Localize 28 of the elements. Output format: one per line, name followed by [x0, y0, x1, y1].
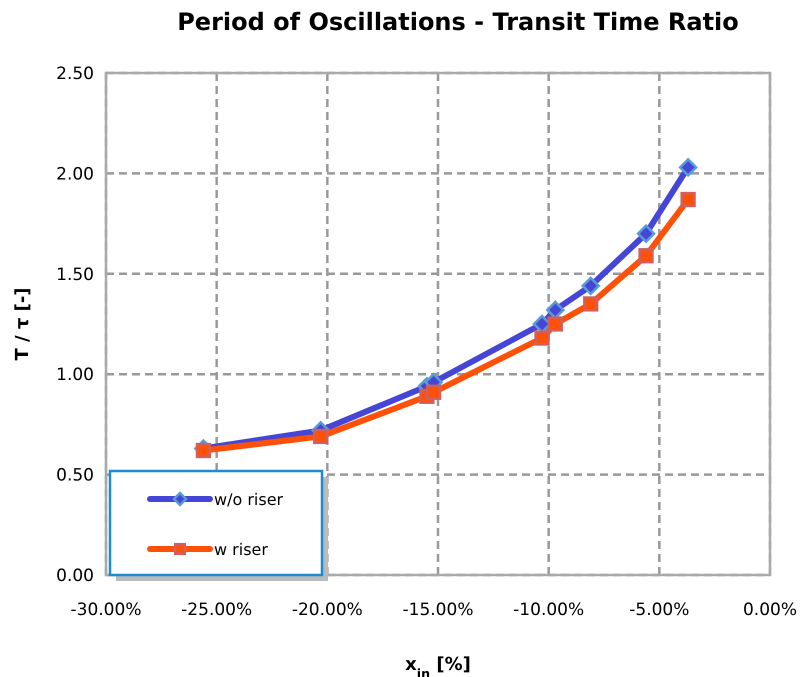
- x-tick-label: 0.00%: [742, 600, 798, 620]
- point: [534, 330, 550, 346]
- x-tick-label: -15.00%: [402, 600, 474, 620]
- point: [678, 158, 698, 177]
- point: [548, 316, 563, 332]
- y-tick-label: 1.50: [56, 264, 94, 285]
- legend-label: w riser: [214, 540, 268, 559]
- x-tick-label: -20.00%: [292, 600, 363, 620]
- y-tick-label: 2.00: [56, 164, 94, 184]
- y-tick-label: 0.50: [56, 466, 94, 486]
- point: [426, 384, 442, 400]
- point: [680, 192, 696, 208]
- legend-label: w/o riser: [214, 490, 284, 509]
- x-tick-label: -25.00%: [181, 600, 252, 620]
- point: [583, 296, 598, 312]
- point: [196, 442, 212, 458]
- y-tick-label: 2.50: [56, 64, 94, 84]
- x-tick-label: -10.00%: [513, 600, 584, 620]
- point: [581, 276, 600, 296]
- point: [638, 248, 654, 264]
- x-tick-label: -5.00%: [629, 600, 690, 620]
- point: [636, 224, 656, 243]
- chart-title: Period of Oscillations - Transit Time Ratio: [177, 8, 739, 36]
- y-axis-title: T / τ [-]: [12, 287, 33, 361]
- y-tick-label: 0.00: [56, 566, 94, 586]
- x-tick-label: -30.00%: [70, 600, 142, 620]
- point: [313, 428, 328, 444]
- y-tick-label: 1.00: [56, 365, 94, 386]
